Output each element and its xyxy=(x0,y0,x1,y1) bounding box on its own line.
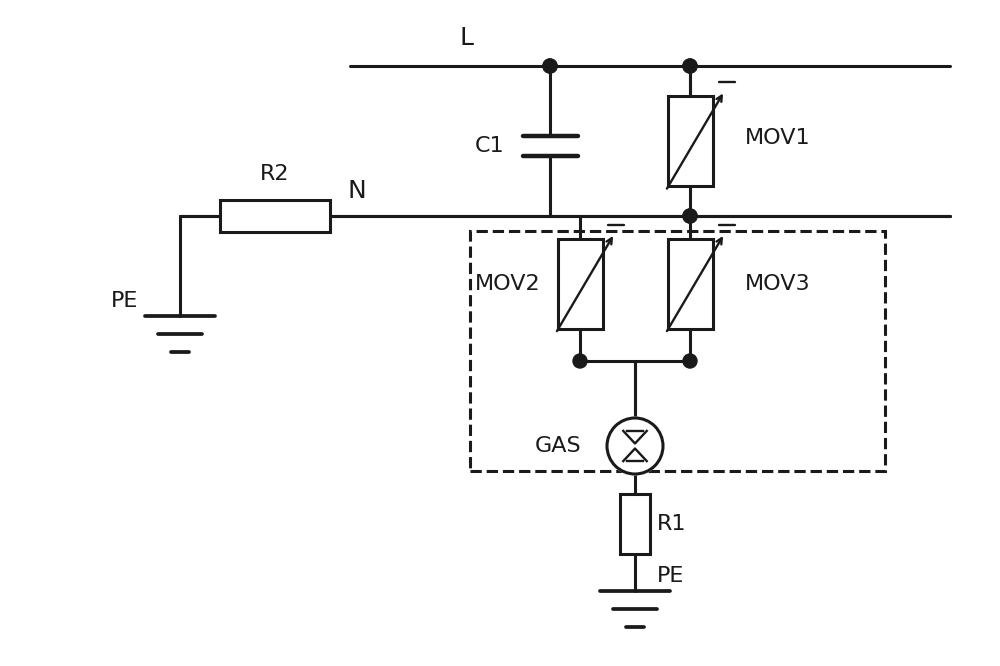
Circle shape xyxy=(683,59,697,73)
Text: N: N xyxy=(348,179,367,203)
Circle shape xyxy=(683,209,697,223)
Text: C1: C1 xyxy=(475,136,505,156)
Text: MOV2: MOV2 xyxy=(475,274,541,294)
Circle shape xyxy=(543,59,557,73)
Circle shape xyxy=(607,418,663,474)
Circle shape xyxy=(573,354,587,368)
Circle shape xyxy=(683,354,697,368)
Bar xyxy=(470,231,885,471)
Text: R2: R2 xyxy=(260,164,290,184)
Text: R1: R1 xyxy=(657,514,686,534)
Bar xyxy=(220,200,330,232)
Text: MOV1: MOV1 xyxy=(745,128,811,148)
Circle shape xyxy=(683,59,697,73)
Bar xyxy=(558,238,602,328)
Text: GAS: GAS xyxy=(535,436,582,456)
Circle shape xyxy=(543,59,557,73)
Bar xyxy=(668,238,713,328)
Bar xyxy=(620,494,650,554)
Text: PE: PE xyxy=(657,566,684,586)
Text: PE: PE xyxy=(111,291,139,311)
Text: L: L xyxy=(460,26,474,50)
Text: MOV3: MOV3 xyxy=(745,274,811,294)
Circle shape xyxy=(683,209,697,223)
Bar xyxy=(668,96,713,186)
